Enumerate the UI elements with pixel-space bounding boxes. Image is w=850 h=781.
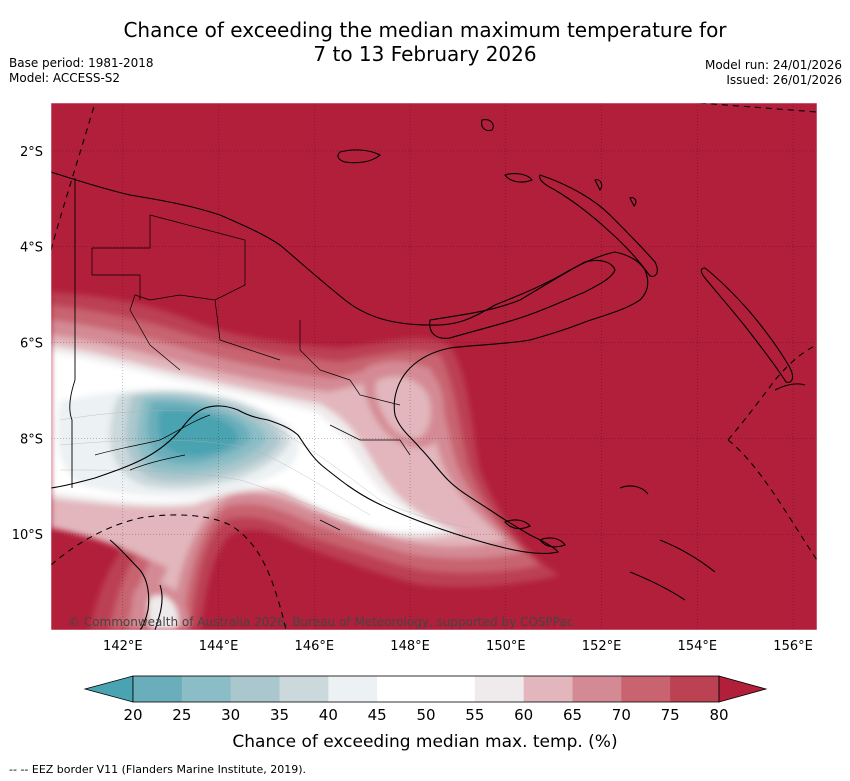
colorbar-high-extend bbox=[718, 675, 768, 703]
map-title: Chance of exceeding the median maximum t… bbox=[0, 18, 850, 66]
bougainville bbox=[700, 267, 794, 383]
colorbar-tick-label: 45 bbox=[368, 706, 387, 724]
lat-tick-label: 6°S bbox=[20, 337, 43, 352]
colorbar-tick-label: 75 bbox=[661, 706, 680, 724]
map-frame bbox=[50, 102, 818, 631]
manus-island bbox=[337, 149, 381, 164]
colorbar-bin bbox=[377, 676, 427, 702]
base-period: Base period: 1981-2018 bbox=[9, 56, 154, 70]
colorbar-tick-label: 65 bbox=[563, 706, 582, 724]
colorbar-bin bbox=[621, 676, 671, 702]
colorbar-bin bbox=[181, 676, 232, 702]
lon-tick-label: 152°E bbox=[582, 639, 622, 654]
new-ireland bbox=[539, 174, 658, 277]
title-line-1: Chance of exceeding the median maximum t… bbox=[123, 18, 727, 42]
colorbar: 20 25 30 35 40 45 50 55 60 65 70 75 80 Chance of exc… bbox=[83, 675, 768, 752]
colorbar-bin bbox=[523, 676, 573, 702]
contour-south-pocket-inner bbox=[148, 595, 179, 630]
solomon-islands bbox=[619, 383, 806, 601]
province-borders bbox=[91, 214, 411, 531]
meta-left: Base period: 1981-2018 Model: ACCESS-S2 bbox=[9, 56, 154, 86]
map-panel: © Commonwealth of Australia 2026, Bureau… bbox=[51, 103, 817, 630]
lon-tick-label: 144°E bbox=[199, 639, 239, 654]
lat-tick-label: 8°S bbox=[20, 432, 43, 447]
lat-tick-label: 4°S bbox=[20, 241, 43, 256]
colorbar-tick-label: 60 bbox=[514, 706, 533, 724]
new-britain bbox=[429, 259, 616, 339]
colorbar-tick-label: 55 bbox=[465, 706, 484, 724]
colorbar-tick-label: 30 bbox=[221, 706, 240, 724]
colorbar-bin bbox=[328, 676, 378, 702]
lat-tick-label: 10°S bbox=[12, 528, 43, 543]
issued-date: Issued: 26/01/2026 bbox=[726, 73, 842, 87]
probability-contours bbox=[51, 292, 560, 630]
eez-legend-label: -- EEZ border V11 (Flanders Marine Insti… bbox=[20, 763, 307, 776]
colorbar-tick-label: 25 bbox=[172, 706, 191, 724]
longitude-labels: 142°E 144°E 146°E 148°E 150°E 152°E 154°E 156°E bbox=[103, 639, 813, 654]
model-run: Model run: 24/01/2026 bbox=[704, 58, 842, 72]
lat-tick-label: 2°S bbox=[20, 145, 43, 160]
lon-tick-label: 150°E bbox=[486, 639, 526, 654]
colorbar-tick-label: 50 bbox=[416, 706, 435, 724]
lon-tick-label: 146°E bbox=[295, 639, 335, 654]
new-guinea-coast bbox=[51, 171, 649, 554]
west-border bbox=[69, 178, 76, 488]
eez-borders bbox=[51, 103, 817, 630]
colorbar-tick-label: 40 bbox=[319, 706, 338, 724]
colorbar-ticks: 20 25 30 35 40 45 50 55 60 65 70 75 80 bbox=[123, 706, 728, 724]
colorbar-bin bbox=[230, 676, 280, 702]
colorbar-bin bbox=[474, 676, 525, 702]
colorbar-tick-label: 70 bbox=[612, 706, 631, 724]
model-name: Model: ACCESS-S2 bbox=[9, 71, 121, 85]
islands-north bbox=[481, 119, 637, 207]
colorbar-tick-label: 20 bbox=[123, 706, 142, 724]
fly-river bbox=[94, 414, 211, 471]
meta-right: Model run: 24/01/2026 Issued: 26/01/2026 bbox=[705, 58, 842, 88]
colorbar-bin bbox=[572, 676, 622, 702]
eez-legend: -- -- EEZ border V11 (Flanders Marine In… bbox=[9, 763, 306, 777]
colorbar-tick-label: 35 bbox=[270, 706, 289, 724]
colorbar-bin bbox=[133, 676, 183, 702]
lon-tick-label: 154°E bbox=[678, 639, 718, 654]
torres-strait-coast bbox=[109, 539, 163, 630]
lon-tick-label: 142°E bbox=[103, 639, 143, 654]
colorbar-bins bbox=[132, 675, 720, 703]
colorbar-bin bbox=[279, 676, 329, 702]
lon-tick-label: 156°E bbox=[773, 639, 813, 654]
title-line-2: 7 to 13 February 2026 bbox=[313, 42, 537, 66]
grid-lines bbox=[51, 103, 817, 630]
eez-legend-line: -- bbox=[9, 763, 21, 776]
colorbar-low-extend bbox=[83, 675, 134, 703]
colorbar-bin bbox=[426, 676, 476, 702]
colorbar-tick-label: 80 bbox=[709, 706, 728, 724]
coastlines bbox=[51, 119, 806, 630]
colorbar-title: Chance of exceeding median max. temp. (%… bbox=[232, 732, 617, 752]
lon-tick-label: 148°E bbox=[390, 639, 430, 654]
contour-east-pocket-inner bbox=[375, 376, 431, 439]
contour-lines bbox=[59, 410, 471, 529]
credit-text: © Commonwealth of Australia 2026, Bureau… bbox=[68, 615, 573, 629]
colorbar-bin bbox=[670, 676, 720, 702]
contour-20 bbox=[158, 409, 238, 456]
dentrecasteaux-islands bbox=[504, 519, 566, 548]
latitude-labels: 2°S 4°S 6°S 8°S 10°S bbox=[12, 145, 43, 543]
